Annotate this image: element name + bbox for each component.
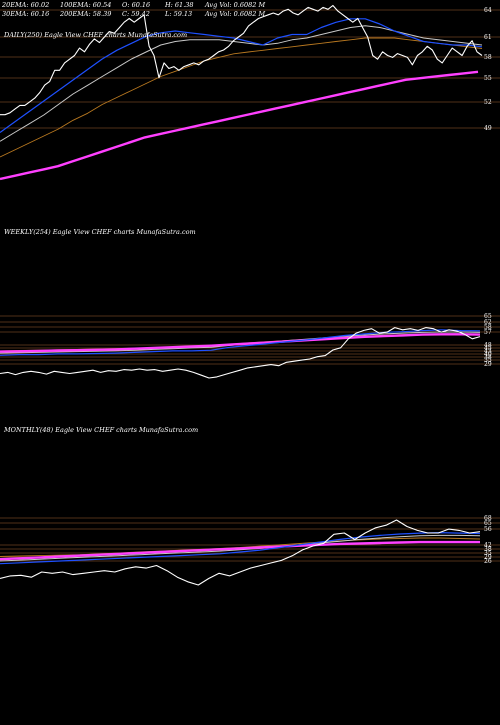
y-tick-label: 56 bbox=[484, 526, 492, 533]
indicator-header: 20EMA: 60.02 100EMA: 60.54 O: 60.16 H: 6… bbox=[1, 1, 265, 18]
y-tick-label: 64 bbox=[484, 7, 492, 14]
y-tick-label: 48 bbox=[484, 342, 492, 349]
ema-short-line bbox=[0, 532, 481, 565]
gridlines bbox=[0, 9, 500, 562]
y-tick-label: 58 bbox=[484, 324, 492, 331]
header-ema30: 30EMA: 60.16 bbox=[2, 10, 49, 18]
y-tick-label: 52 bbox=[484, 99, 492, 106]
y-tick-label: 35 bbox=[484, 550, 492, 557]
price-line bbox=[0, 327, 481, 379]
header-low: L: 59.13 bbox=[164, 10, 192, 18]
y-tick-label: 40 bbox=[484, 351, 492, 358]
y-tick-label: 45 bbox=[484, 345, 492, 352]
header-high: H: 61.38 bbox=[164, 1, 194, 9]
header-ema200: 200EMA: 58.39 bbox=[59, 10, 111, 18]
ema-long-line bbox=[0, 333, 481, 352]
header-close: C: 59.42 bbox=[122, 10, 150, 18]
y-tick-label: 61 bbox=[484, 34, 492, 41]
ema-200-line bbox=[0, 540, 480, 561]
monthly-panel-label: MONTHLY(48) Eagle View CHEF charts Munaf… bbox=[3, 426, 198, 434]
ema-short-line bbox=[0, 329, 481, 356]
ema-200-line bbox=[0, 333, 481, 353]
y-tick-label: 62 bbox=[484, 319, 492, 326]
y-tick-label: 29 bbox=[484, 361, 492, 368]
ema-200-line bbox=[0, 70, 479, 181]
y-tick-label: 38 bbox=[484, 546, 492, 553]
y-tick-label: 55 bbox=[484, 75, 492, 82]
y-tick-label: 49 bbox=[484, 125, 492, 132]
price-line bbox=[0, 4, 483, 116]
y-tick-label: 29 bbox=[484, 554, 492, 561]
header-open: O: 60.16 bbox=[122, 1, 150, 9]
y-tick-label: 43 bbox=[484, 348, 492, 355]
price-line bbox=[0, 519, 481, 586]
y-tick-label: 26 bbox=[484, 558, 492, 565]
y-tick-label: 65 bbox=[484, 313, 492, 320]
weekly-panel-label: WEEKLY(254) Eagle View CHEF charts Munaf… bbox=[4, 228, 196, 236]
header-avgvol-2: Avg Vol: 0.6082 M bbox=[204, 10, 265, 18]
y-tick-label: 68 bbox=[484, 515, 492, 522]
panel-labels: DAILY(250) Eagle View CHEF charts Munafa… bbox=[3, 31, 198, 434]
y-tick-label: 57 bbox=[484, 329, 492, 336]
daily-panel-label: DAILY(250) Eagle View CHEF charts Munafa… bbox=[3, 31, 187, 39]
y-tick-label: 42 bbox=[484, 542, 492, 549]
header-avgvol-1: Avg Vol: 0.6082 M bbox=[204, 1, 265, 9]
header-ema100: 100EMA: 60.54 bbox=[60, 1, 111, 9]
header-ema20: 20EMA: 60.02 bbox=[1, 1, 49, 9]
ema-short-line bbox=[0, 18, 483, 133]
ema-mid-line bbox=[0, 25, 483, 142]
series-lines bbox=[0, 4, 483, 586]
ema-long-line bbox=[0, 37, 483, 158]
y-tick-label: 65 bbox=[484, 520, 492, 527]
ema-mid-line bbox=[0, 534, 481, 562]
y-tick-label: 58 bbox=[484, 54, 492, 61]
y-tick-label: 35 bbox=[484, 357, 492, 364]
y-tick-labels: 6461585552496562585748454340383529686556… bbox=[484, 7, 492, 565]
y-tick-label: 38 bbox=[484, 354, 492, 361]
